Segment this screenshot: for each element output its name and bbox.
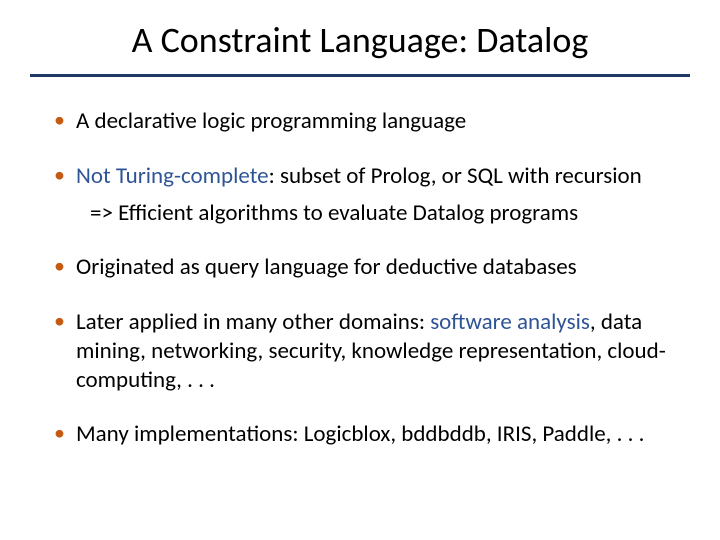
bullet-text-pre: Originated as query language for deducti…: [76, 253, 577, 281]
bullet-item: Later applied in many other domains: sof…: [50, 308, 680, 394]
bullet-text-accent: software analysis: [430, 308, 590, 336]
bullet-text-pre: A declarative logic programming language: [76, 107, 466, 135]
slide-title: A Constraint Language: Datalog: [0, 0, 720, 74]
bullet-text-accent: Not Turing-complete: [76, 162, 269, 190]
bullet-subtext: => Efficient algorithms to evaluate Data…: [76, 199, 680, 228]
bullet-text-pre: Later applied in many other domains:: [76, 308, 430, 336]
bullet-item: Many implementations: Logicblox, bddbddb…: [50, 420, 680, 449]
slide-body: A declarative logic programming language…: [0, 77, 720, 449]
bullet-list: A declarative logic programming language…: [50, 107, 680, 449]
bullet-text-pre: Many implementations: Logicblox, bddbddb…: [76, 420, 644, 448]
bullet-item: Not Turing-complete: subset of Prolog, o…: [50, 162, 680, 228]
bullet-item: Originated as query language for deducti…: [50, 253, 680, 282]
bullet-item: A declarative logic programming language: [50, 107, 680, 136]
bullet-text-post: : subset of Prolog, or SQL with recursio…: [269, 162, 642, 190]
